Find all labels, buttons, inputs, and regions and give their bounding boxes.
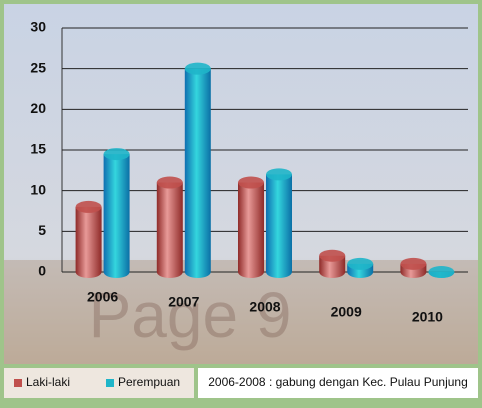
x-tick-label: 2007 xyxy=(168,294,199,310)
x-tick-label: 2006 xyxy=(87,289,118,305)
legend-label: Laki-laki xyxy=(26,375,70,389)
legend-swatch xyxy=(14,379,22,387)
bar xyxy=(103,154,130,278)
y-tick-label: 10 xyxy=(30,181,46,197)
bar-cap xyxy=(75,200,102,213)
y-tick-label: 5 xyxy=(38,222,46,238)
y-tick-label: 20 xyxy=(30,100,46,116)
watermark: Page 9 xyxy=(89,279,292,351)
bar xyxy=(319,255,346,278)
bar-cap xyxy=(184,62,211,75)
bar-cap xyxy=(347,257,374,270)
x-tick-label: 2008 xyxy=(249,299,280,315)
bar xyxy=(238,182,264,278)
bar-cap xyxy=(266,168,292,181)
bar-cap xyxy=(156,176,183,189)
y-tick-label: 0 xyxy=(38,263,46,279)
y-tick-label: 30 xyxy=(30,19,46,35)
x-tick-label: 2009 xyxy=(331,304,362,320)
bar-cap xyxy=(400,257,427,270)
bar-cap xyxy=(319,249,346,262)
legend xyxy=(4,368,194,398)
annotation: 2006-2008 : gabung dengan Kec. Pulau Pun… xyxy=(208,375,468,389)
annotation-box xyxy=(198,368,478,398)
bar xyxy=(266,174,292,278)
bar-cap xyxy=(238,176,264,189)
bar-cap xyxy=(103,148,130,161)
bar xyxy=(184,68,211,279)
y-tick-label: 15 xyxy=(30,141,46,157)
legend-swatch xyxy=(106,379,114,387)
bar xyxy=(156,182,183,278)
x-tick-label: 2010 xyxy=(412,309,443,325)
bar-cap xyxy=(428,266,455,278)
bar xyxy=(75,206,102,278)
y-tick-label: 25 xyxy=(30,59,46,75)
legend-label: Perempuan xyxy=(118,375,180,389)
